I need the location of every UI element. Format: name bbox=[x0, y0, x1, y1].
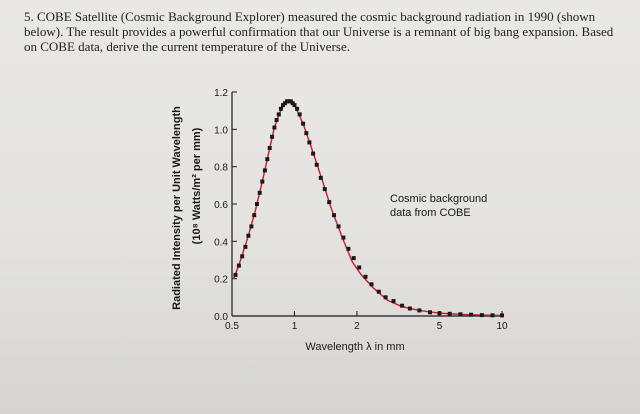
x-axis-label: Wavelength λ in mm bbox=[305, 341, 404, 353]
data-point bbox=[391, 299, 396, 304]
data-point bbox=[447, 311, 452, 316]
data-point bbox=[469, 312, 474, 317]
data-point bbox=[292, 103, 297, 108]
data-point bbox=[236, 263, 241, 268]
data-point bbox=[357, 265, 362, 270]
data-point bbox=[255, 202, 259, 206]
data-point bbox=[314, 162, 319, 167]
data-point bbox=[428, 310, 432, 315]
data-point bbox=[311, 151, 316, 156]
data-point bbox=[437, 311, 442, 316]
data-point bbox=[257, 190, 262, 195]
x-tick-label: 10 bbox=[496, 321, 508, 332]
data-point bbox=[272, 125, 277, 130]
y-tick-label: 0.4 bbox=[214, 237, 228, 248]
data-point bbox=[400, 303, 405, 308]
data-point bbox=[383, 295, 388, 300]
x-tick-label: 0.5 bbox=[225, 321, 239, 332]
question-text: 5. COBE Satellite (Cosmic Background Exp… bbox=[24, 9, 614, 54]
y-tick-label: 0.0 bbox=[214, 312, 228, 323]
data-point bbox=[270, 134, 275, 139]
data-point bbox=[243, 244, 248, 249]
x-tick-label: 2 bbox=[354, 321, 360, 332]
data-point bbox=[267, 146, 272, 150]
data-point bbox=[274, 118, 279, 122]
chart-ticks: 0.0 0.2 0.4 0.6 0.8 1.0 1.2 0.5 1 2 5 10 bbox=[214, 88, 508, 332]
data-point bbox=[336, 224, 341, 229]
data-point bbox=[407, 306, 412, 311]
y-tick-label: 0.6 bbox=[214, 200, 228, 211]
annotation-line: Cosmic background bbox=[390, 193, 487, 205]
data-points bbox=[233, 99, 504, 318]
data-point bbox=[278, 106, 283, 111]
data-point bbox=[265, 157, 270, 162]
data-point bbox=[246, 233, 251, 238]
data-point bbox=[376, 289, 381, 294]
data-point bbox=[260, 179, 265, 184]
y-tick-label: 1.2 bbox=[214, 88, 228, 99]
data-point bbox=[276, 112, 281, 117]
cobe-annotation: Cosmic background data from COBE bbox=[390, 193, 487, 219]
data-point bbox=[351, 256, 356, 261]
fit-curve bbox=[233, 100, 503, 317]
data-point bbox=[233, 272, 238, 277]
y-tick-label: 0.8 bbox=[214, 163, 228, 174]
data-point bbox=[346, 246, 351, 251]
data-point bbox=[304, 131, 309, 136]
data-point bbox=[479, 313, 484, 318]
data-point bbox=[240, 254, 245, 259]
data-point bbox=[341, 235, 346, 240]
annotation-line: data from COBE bbox=[390, 207, 471, 219]
data-point bbox=[301, 121, 306, 126]
data-point bbox=[490, 313, 495, 318]
data-point bbox=[417, 308, 422, 313]
y-tick-label: 1.0 bbox=[214, 125, 228, 136]
x-tick-label: 1 bbox=[292, 321, 298, 332]
data-point bbox=[332, 213, 336, 218]
data-point bbox=[295, 106, 300, 111]
data-point bbox=[307, 140, 312, 145]
y-axis-label: Radiated Intensity per Unit Wavelength bbox=[171, 106, 183, 310]
data-point bbox=[249, 224, 254, 229]
data-point bbox=[252, 213, 257, 218]
data-point bbox=[322, 187, 327, 192]
data-point bbox=[297, 112, 302, 117]
data-point bbox=[318, 175, 323, 180]
data-point bbox=[500, 313, 504, 318]
y-tick-label: 0.2 bbox=[214, 275, 228, 286]
data-point bbox=[262, 168, 267, 173]
y-axis-unit-label: (10⁸ Watts/m² per mm) bbox=[191, 127, 203, 244]
x-tick-label: 5 bbox=[437, 321, 443, 332]
data-point bbox=[458, 312, 463, 317]
data-point bbox=[369, 282, 374, 287]
data-point bbox=[327, 200, 332, 205]
data-point bbox=[363, 274, 368, 279]
